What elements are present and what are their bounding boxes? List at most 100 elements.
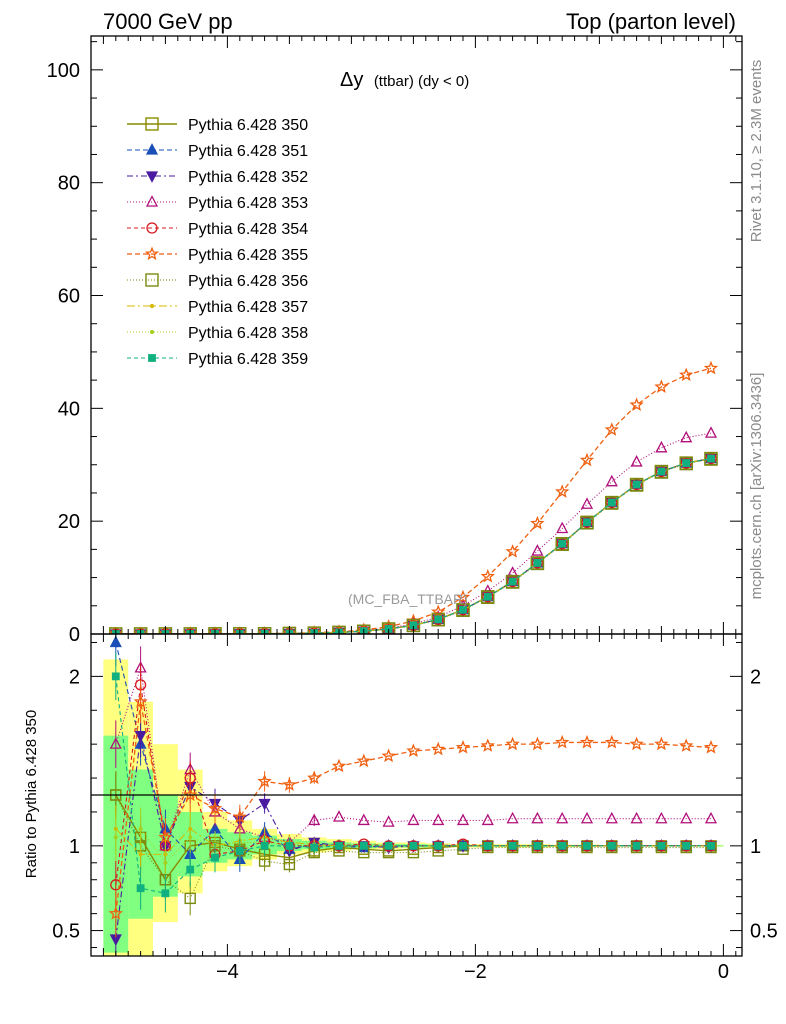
series-353-ratio-point-20	[605, 811, 618, 824]
legend-357-marker	[149, 303, 155, 309]
legend-351-marker	[145, 143, 159, 155]
series-354-line	[115, 458, 712, 634]
series-355-ratio-point-20	[604, 734, 619, 749]
source-label: mcplots.cern.ch [arXiv:1306.3436]	[748, 373, 765, 600]
series-355-ratio-point-10	[356, 753, 371, 768]
series-355-ratio-point-15	[480, 738, 495, 752]
legend-355-label: Pythia 6.428 355	[188, 247, 308, 264]
series-351-ratio-point-0	[109, 635, 122, 648]
series-353-point-23	[680, 430, 693, 443]
series-356-point-17	[530, 556, 545, 571]
series-355-ratio-point-7	[282, 777, 297, 791]
series-359-point-13	[434, 615, 443, 624]
series-353-point-17	[531, 544, 544, 556]
series-358-line	[115, 458, 712, 634]
series-355-ratio-point-9	[331, 758, 347, 773]
series-359-point-21	[632, 480, 641, 489]
series-359-point-22	[657, 467, 666, 476]
series-359-point-14	[459, 605, 467, 614]
legend-357-label: Pythia 6.428 357	[188, 299, 308, 316]
uncertainty-bands	[103, 659, 724, 956]
series-356-point-22	[654, 465, 669, 479]
xtick-label-0: −4	[216, 961, 239, 983]
series-356-point-16	[505, 575, 520, 589]
series-355-point-13	[431, 604, 446, 619]
series-359-ratio-point-7	[285, 841, 294, 850]
series-353-point-19	[580, 497, 594, 509]
series-359-ratio-point-23	[682, 841, 691, 850]
series-359-ratio-point-6	[260, 841, 269, 850]
series-355-point-14	[455, 589, 471, 604]
ratio-frame	[90, 633, 743, 957]
series-355-ratio-point-19	[579, 734, 595, 749]
series-359-ratio-point-16	[508, 841, 517, 850]
legend-353-label: Pythia 6.428 353	[188, 195, 308, 212]
series-353-ratio-point-24	[704, 811, 718, 824]
series-359-ratio-point-2	[161, 889, 170, 898]
series-359-ratio-point-5	[235, 847, 244, 855]
ratio-axis-label: Ratio to Pythia 6.428 350	[23, 710, 40, 878]
series-359-ratio-point-15	[483, 841, 492, 850]
process-label: Top (parton level)	[566, 9, 736, 34]
series-355-ratio-point-14	[455, 740, 471, 754]
series-358-ratio-point-3	[188, 835, 193, 840]
legend-352-label: Pythia 6.428 352	[188, 169, 308, 186]
series-359-ratio-point-12	[409, 841, 418, 850]
series-355-ratio-point-1	[133, 694, 148, 708]
series-353-point-18	[556, 521, 569, 534]
series-359-ratio-point-11	[384, 841, 393, 850]
series-359-ratio-point-19	[583, 841, 591, 850]
series-356-point-19	[580, 516, 594, 530]
ratio-ytick-label-right-1: 1	[750, 836, 761, 858]
series-355-ratio-point-18	[555, 734, 570, 749]
legend-354-label: Pythia 6.428 354	[188, 221, 308, 238]
series-355-point-5	[232, 626, 247, 634]
series-357-line	[115, 458, 712, 634]
legend-358-marker	[149, 329, 155, 335]
legend-352-marker	[145, 171, 159, 183]
series-355-point-17	[530, 515, 545, 530]
series-353-ratio-point-21	[630, 811, 643, 824]
watermark: (MC_FBA_TTBAR)	[348, 591, 468, 607]
series-356-ratio-point-3	[184, 892, 196, 905]
series-350-line	[115, 457, 712, 634]
series-353-ratio-line	[115, 667, 711, 847]
xtick-label-1: −2	[464, 961, 487, 983]
legend-356-label: Pythia 6.428 356	[188, 273, 308, 290]
series-359-point-19	[583, 518, 591, 527]
series-353-ratio-point-8	[308, 813, 321, 826]
series-355-point-16	[505, 544, 520, 558]
series-355-ratio-point-22	[654, 736, 669, 751]
series-359-ratio-point-21	[632, 841, 641, 850]
series-351-line	[115, 458, 712, 634]
series-356-point-15	[481, 590, 495, 605]
series-359-point-16	[508, 577, 517, 586]
series-355-ratio-point-17	[530, 736, 545, 751]
series-355-ratio-point-4	[207, 801, 223, 815]
series-358-ratio-point-2	[163, 860, 168, 865]
energy-label: 7000 GeV pp	[103, 9, 233, 34]
series-359-ratio-point-9	[335, 841, 343, 850]
ratio-ytick-label-left-0: 0.5	[52, 921, 80, 943]
series-356-ratio-point-7	[283, 858, 296, 871]
series-356-point-14	[456, 603, 470, 618]
series-353-ratio-point-13	[432, 813, 445, 826]
series-355-ratio-point-24	[703, 740, 719, 754]
series-353-ratio-point-14	[456, 813, 470, 826]
series-355-point-8	[307, 625, 322, 634]
axes-ticks: 0 20 40 60 80 100 −4 −2 0 0.5 0.5 1 1 2 2	[47, 36, 778, 983]
main-panel: 0 20 40 60 80 100 −4 −2 0 0.5 0.5 1 1 2 2	[47, 35, 778, 983]
series-353-ratio-point-19	[580, 811, 594, 824]
series-355-ratio-point-21	[629, 736, 644, 751]
series-359-line	[115, 458, 712, 634]
series-355-point-24	[703, 360, 719, 375]
series-355-ratio-point-23	[679, 738, 694, 752]
series-359-point-20	[607, 498, 616, 507]
series-353-ratio-point-9	[332, 810, 346, 822]
series-359-point-15	[483, 592, 492, 601]
series-353-ratio-point-22	[655, 811, 668, 824]
series-356-point-18	[555, 537, 569, 551]
series-353-ratio-point-23	[680, 811, 693, 824]
legend-350-label: Pythia 6.428 350	[188, 117, 308, 134]
